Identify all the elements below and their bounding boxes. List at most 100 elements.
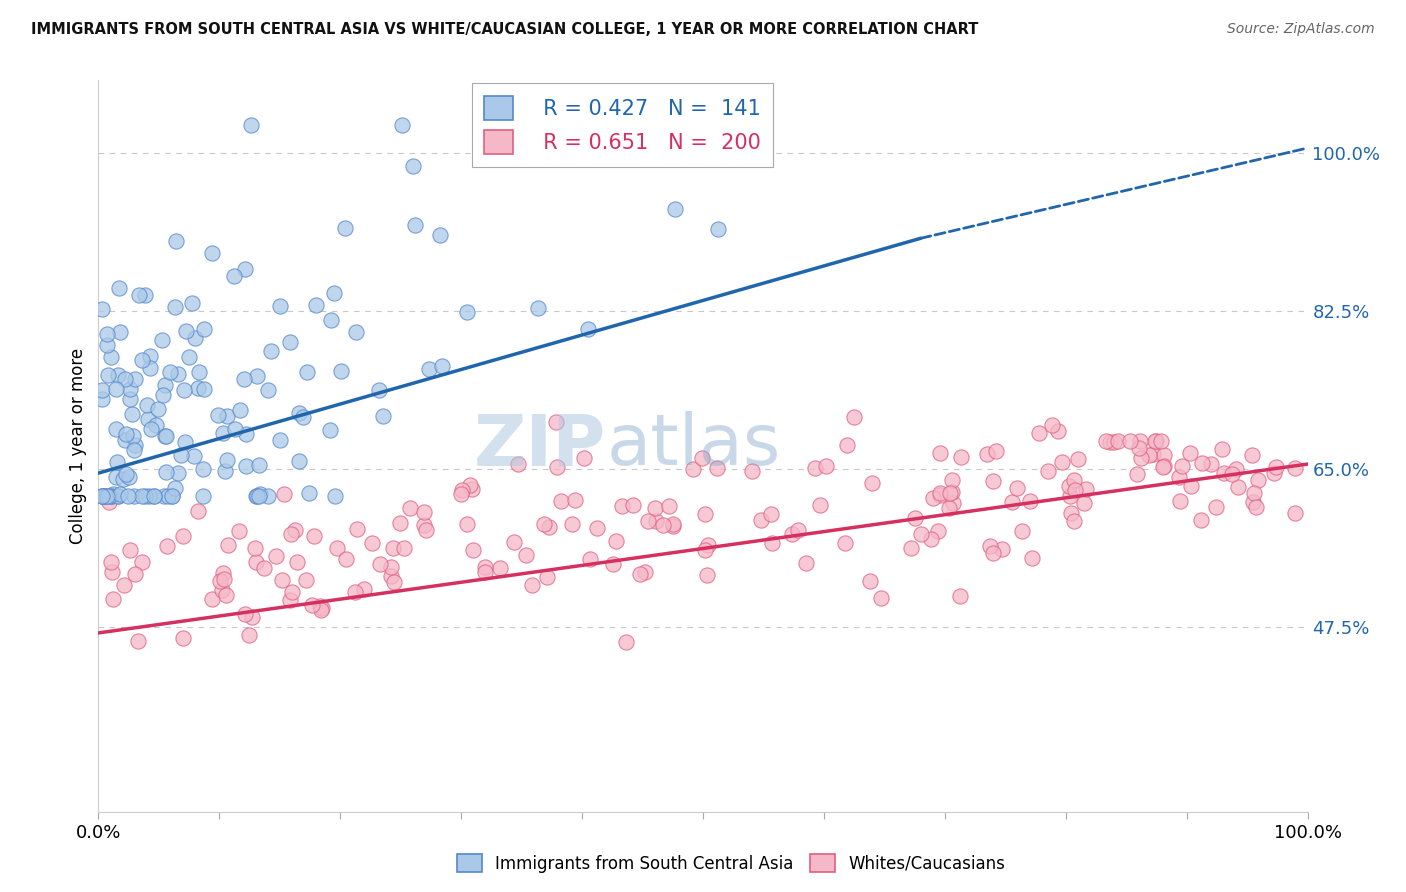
Point [1284, 507, 1306, 521]
Point [323, 286, 346, 301]
Legend: Immigrants from South Central Asia, Whites/Caucasians: Immigrants from South Central Asia, Whit… [450, 847, 1012, 880]
Point [1241, 495, 1264, 509]
Point [950, 450, 973, 464]
Point [120, 543, 142, 558]
Point [1191, 456, 1213, 470]
Point [281, 585, 304, 599]
Point [1118, 434, 1140, 449]
Point [177, 350, 200, 364]
Point [921, 491, 943, 505]
Point [1243, 486, 1265, 500]
Point [215, 452, 238, 467]
Point [105, 469, 128, 483]
Point [326, 541, 349, 555]
Point [645, 515, 668, 529]
Point [991, 542, 1014, 557]
Point [1225, 462, 1247, 476]
Point [134, 489, 156, 503]
Point [1130, 450, 1153, 465]
Point [96, 489, 118, 503]
Point [633, 565, 655, 579]
Point [124, 372, 146, 386]
Point [97, 368, 120, 383]
Point [602, 557, 624, 571]
Point [1178, 446, 1201, 460]
Point [1125, 467, 1147, 481]
Point [576, 321, 599, 335]
Point [172, 529, 194, 543]
Point [157, 489, 180, 503]
Text: IMMIGRANTS FROM SOUTH CENTRAL ASIA VS WHITE/CAUCASIAN COLLEGE, 1 YEAR OR MORE CO: IMMIGRANTS FROM SOUTH CENTRAL ASIA VS WH… [31, 22, 979, 37]
Point [1094, 434, 1116, 449]
Point [273, 487, 295, 501]
Point [741, 465, 763, 479]
Point [1001, 494, 1024, 508]
Point [245, 555, 267, 569]
Point [228, 524, 250, 538]
Point [834, 536, 856, 550]
Point [353, 582, 375, 596]
Point [107, 489, 129, 503]
Point [211, 582, 233, 597]
Point [122, 429, 145, 443]
Point [193, 321, 215, 335]
Point [122, 443, 145, 458]
Point [474, 560, 496, 574]
Point [330, 363, 353, 377]
Legend:   R = 0.427   N =  141,   R = 0.651   N =  200: R = 0.427 N = 141, R = 0.651 N = 200 [471, 83, 773, 167]
Point [814, 458, 837, 473]
Point [245, 489, 267, 503]
Point [155, 429, 177, 443]
Point [232, 372, 254, 386]
Point [325, 489, 347, 503]
Point [1057, 479, 1080, 493]
Point [837, 438, 859, 452]
Point [181, 296, 204, 310]
Point [101, 566, 124, 580]
Point [108, 281, 131, 295]
Point [693, 542, 716, 557]
Point [662, 519, 685, 533]
Point [1143, 434, 1166, 449]
Point [628, 566, 651, 581]
Point [100, 489, 122, 503]
Point [761, 536, 783, 550]
Point [162, 489, 184, 503]
Y-axis label: College, 1 year or more: College, 1 year or more [69, 348, 87, 544]
Point [538, 520, 561, 534]
Point [134, 287, 156, 301]
Point [564, 492, 586, 507]
Point [579, 552, 602, 566]
Point [98, 489, 121, 503]
Point [117, 489, 139, 503]
Point [105, 422, 128, 436]
Point [1180, 479, 1202, 493]
Point [152, 333, 174, 347]
Point [460, 482, 482, 496]
Point [309, 599, 332, 614]
Point [429, 227, 451, 242]
Text: atlas: atlas [606, 411, 780, 481]
Point [1171, 459, 1194, 474]
Point [107, 368, 129, 383]
Point [191, 489, 214, 503]
Point [247, 458, 270, 472]
Point [942, 496, 965, 510]
Point [536, 570, 558, 584]
Point [101, 487, 124, 501]
Point [690, 450, 713, 465]
Point [474, 566, 496, 580]
Point [527, 301, 550, 315]
Point [91, 489, 114, 503]
Point [260, 344, 283, 359]
Point [1107, 434, 1129, 449]
Point [404, 218, 426, 232]
Point [565, 146, 588, 161]
Point [392, 541, 415, 556]
Point [98, 494, 121, 508]
Point [156, 539, 179, 553]
Point [1153, 458, 1175, 473]
Point [1150, 434, 1173, 449]
Point [1168, 493, 1191, 508]
Point [1128, 441, 1150, 455]
